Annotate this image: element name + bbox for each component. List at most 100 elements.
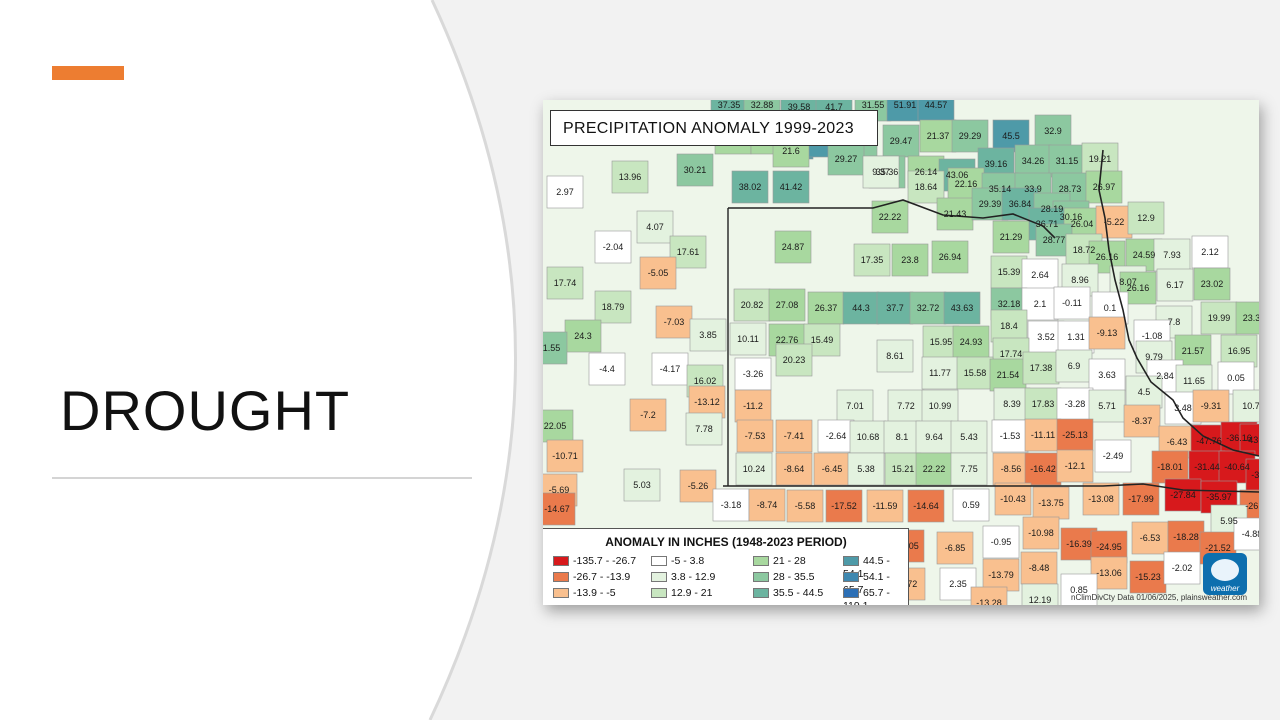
county-value: 41.42 [780, 182, 803, 192]
county-value: 0.85 [1070, 585, 1088, 595]
county-cell [768, 288, 806, 322]
county-value: 7.75 [960, 464, 978, 474]
county-value: -12.1 [1065, 461, 1086, 471]
county-value: 2.64 [1031, 270, 1049, 280]
county-value: -8.56 [1001, 464, 1022, 474]
county-cell [1055, 349, 1093, 383]
county-cell [982, 558, 1020, 592]
county-value: 2.97 [556, 187, 574, 197]
county-value: 11.77 [929, 368, 951, 378]
county-cell [992, 452, 1030, 486]
county-value: -7.41 [784, 431, 805, 441]
legend-swatch [753, 588, 769, 599]
county-cell [952, 325, 990, 359]
county-value: -17.52 [831, 501, 857, 511]
legend-label: 28 - 35.5 [773, 571, 815, 583]
county-value: 21.37 [927, 131, 950, 141]
county-cell [1021, 258, 1059, 292]
county-value: 6.17 [1166, 280, 1184, 290]
county-value: 23.02 [1201, 279, 1224, 289]
county-value: 26.37 [815, 303, 838, 313]
county-value: 22.16 [955, 179, 978, 189]
county-cell [594, 230, 632, 264]
county-value: 13.96 [619, 172, 642, 182]
county-value: 2.1 [1034, 299, 1047, 309]
county-value: 0.1 [1104, 303, 1117, 313]
county-value: -24.95 [1096, 542, 1122, 552]
county-value: 21.54 [997, 370, 1020, 380]
legend-label: 35.5 - 44.5 [773, 587, 824, 599]
county-value: 26.14 [915, 167, 938, 177]
county-value: -11.11 [1031, 430, 1055, 440]
county-value: -4.17 [660, 364, 681, 374]
county-cell [1151, 450, 1189, 484]
county-value: 8.39 [1003, 399, 1021, 409]
county-value: -7.03 [664, 317, 685, 327]
county-value: -13.79 [988, 570, 1014, 580]
county-cell [786, 489, 824, 523]
county-value: -10.71 [552, 451, 578, 461]
county-value: 15.39 [998, 267, 1021, 277]
county-value: 36.71 [1036, 219, 1059, 229]
county-value: -36.16 [1226, 433, 1252, 443]
county-value: 16.02 [694, 376, 717, 386]
white-title-panel [0, 0, 516, 720]
county-value: 2.35 [949, 579, 967, 589]
county-cell [1014, 144, 1052, 178]
county-value: -13.75 [1038, 498, 1064, 508]
county-cell [876, 291, 914, 325]
county-value: -7.53 [745, 431, 766, 441]
county-value: 18.64 [915, 182, 938, 192]
legend-swatch [843, 572, 859, 583]
legend-swatch [651, 588, 667, 599]
county-value: 10.68 [857, 432, 880, 442]
legend-label: -5 - 3.8 [671, 555, 705, 567]
county-value: 8.61 [886, 351, 904, 361]
county-value: 9.37 [872, 167, 890, 177]
county-value: 7.8 [1168, 317, 1181, 327]
county-value: 51.91 [894, 100, 917, 110]
county-cell [774, 230, 812, 264]
county-value: 31.15 [1056, 156, 1079, 166]
legend-label: -135.7 - -26.7 [573, 555, 637, 567]
county-cell [950, 452, 988, 486]
county-cell [1094, 439, 1132, 473]
county-value: 3.85 [699, 330, 717, 340]
county-value: -6.85 [945, 543, 966, 553]
county-value: -2.04 [603, 242, 624, 252]
county-value: -10.98 [1028, 528, 1054, 538]
county-cell [992, 220, 1030, 254]
legend-swatch [553, 588, 569, 599]
county-cell [731, 170, 769, 204]
county-cell [1032, 486, 1070, 520]
county-value: 21.6 [782, 146, 800, 156]
county-value: 7.93 [1163, 250, 1181, 260]
county-value: 32.88 [751, 100, 774, 110]
county-cell [1193, 267, 1231, 301]
county-value: 5.95 [1220, 516, 1238, 526]
county-cell [639, 256, 677, 290]
county-value: 4.07 [646, 222, 664, 232]
county-value: -4.88 [1242, 529, 1259, 539]
legend-label: 65.7 - 119.1 [843, 587, 890, 605]
county-value: -26.58 [1245, 501, 1259, 511]
county-value: 18.4 [1000, 321, 1018, 331]
county-cell [1024, 418, 1062, 452]
county-cell [546, 439, 584, 473]
county-value: 32.18 [998, 299, 1021, 309]
county-cell [882, 124, 920, 158]
county-value: 4.5 [1138, 387, 1151, 397]
county-value: 24.93 [960, 337, 983, 347]
county-value: -8.64 [784, 464, 805, 474]
county-labels: 37.3532.8839.5841.731.5551.9144.5727.292… [543, 100, 1259, 605]
county-cell [1095, 205, 1133, 239]
state-border-south [723, 483, 1259, 493]
legend-item: -135.7 - -26.7 [553, 555, 636, 569]
county-cell [623, 468, 661, 502]
county-cell [733, 288, 771, 322]
county-value: 38.02 [739, 182, 762, 192]
county-value: 8.96 [1071, 275, 1089, 285]
county-value: 32.72 [917, 303, 940, 313]
county-cell [689, 318, 727, 352]
county-cell [543, 492, 576, 526]
